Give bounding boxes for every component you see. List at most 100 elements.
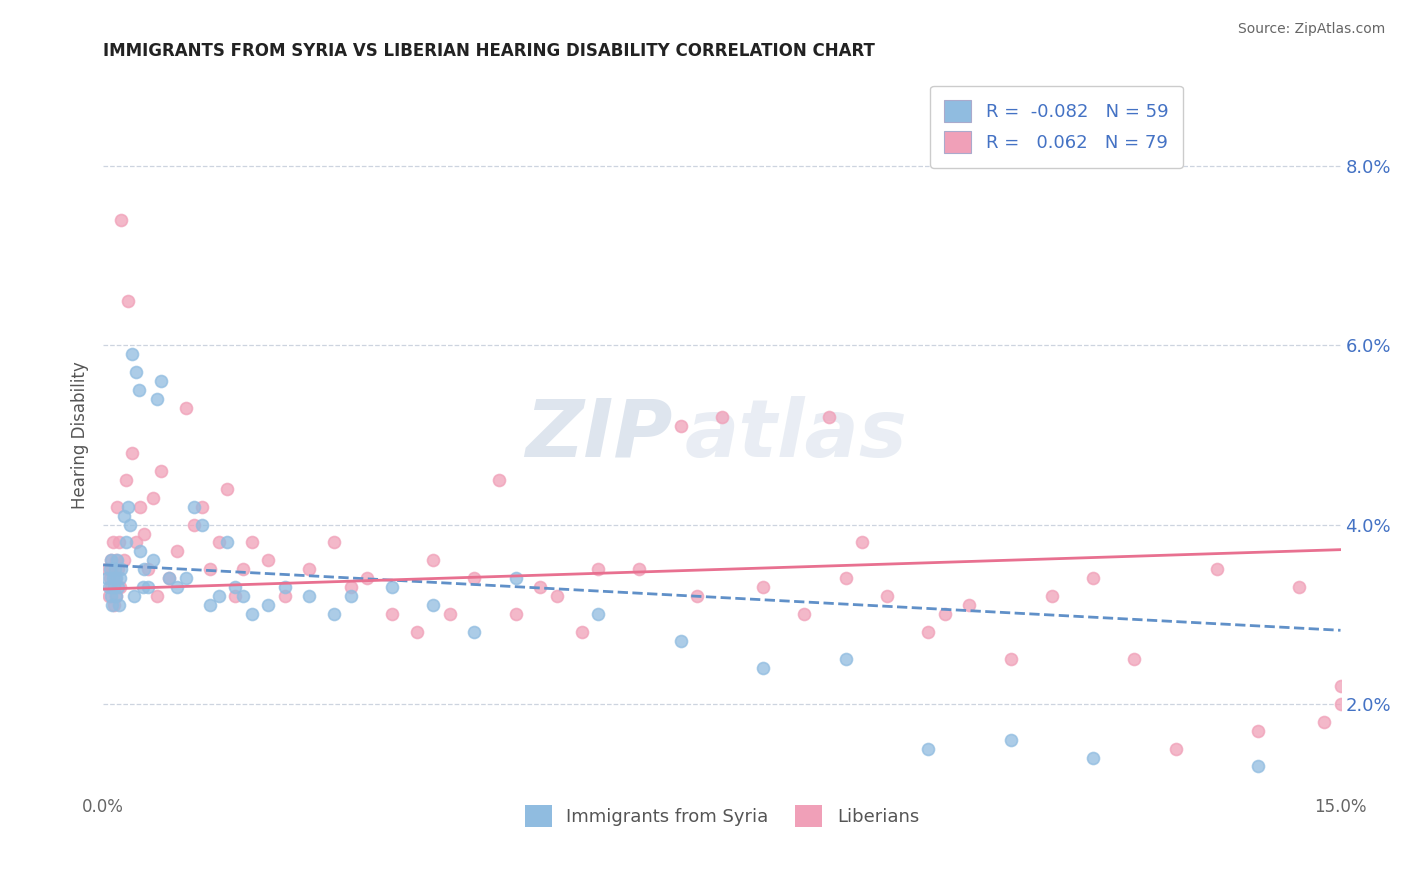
Point bbox=[207, 535, 229, 549]
Point bbox=[752, 661, 775, 675]
Point bbox=[121, 446, 143, 460]
Point bbox=[124, 589, 146, 603]
Point bbox=[200, 562, 222, 576]
Point bbox=[1247, 723, 1270, 738]
Point bbox=[97, 589, 120, 603]
Point bbox=[101, 571, 124, 585]
Point bbox=[851, 535, 873, 549]
Point bbox=[183, 500, 205, 514]
Point bbox=[191, 500, 214, 514]
Point bbox=[112, 508, 135, 523]
Point bbox=[117, 500, 139, 514]
Point bbox=[97, 580, 120, 594]
Point bbox=[100, 589, 122, 603]
Point bbox=[107, 598, 129, 612]
Point bbox=[488, 473, 510, 487]
Point bbox=[957, 598, 980, 612]
Point bbox=[115, 535, 138, 549]
Point bbox=[134, 526, 156, 541]
Point bbox=[273, 589, 295, 603]
Point bbox=[107, 562, 129, 576]
Point bbox=[166, 544, 188, 558]
Point bbox=[934, 607, 956, 622]
Point bbox=[240, 607, 263, 622]
Point bbox=[105, 553, 128, 567]
Point bbox=[232, 589, 254, 603]
Point bbox=[142, 553, 165, 567]
Point bbox=[129, 500, 152, 514]
Point bbox=[834, 652, 856, 666]
Point bbox=[134, 562, 156, 576]
Point bbox=[917, 741, 939, 756]
Point bbox=[1000, 652, 1022, 666]
Point bbox=[232, 562, 254, 576]
Point bbox=[1329, 679, 1351, 693]
Point bbox=[505, 571, 527, 585]
Point bbox=[586, 607, 609, 622]
Point bbox=[917, 625, 939, 640]
Point bbox=[273, 580, 295, 594]
Point bbox=[110, 562, 132, 576]
Point bbox=[686, 589, 709, 603]
Point bbox=[107, 535, 129, 549]
Text: IMMIGRANTS FROM SYRIA VS LIBERIAN HEARING DISABILITY CORRELATION CHART: IMMIGRANTS FROM SYRIA VS LIBERIAN HEARIN… bbox=[103, 42, 875, 60]
Point bbox=[1081, 750, 1104, 764]
Point bbox=[101, 535, 124, 549]
Point bbox=[103, 580, 125, 594]
Y-axis label: Hearing Disability: Hearing Disability bbox=[72, 361, 89, 508]
Point bbox=[339, 589, 361, 603]
Point bbox=[138, 562, 160, 576]
Point bbox=[339, 580, 361, 594]
Point bbox=[157, 571, 180, 585]
Text: Source: ZipAtlas.com: Source: ZipAtlas.com bbox=[1237, 22, 1385, 37]
Point bbox=[628, 562, 651, 576]
Point bbox=[224, 580, 246, 594]
Point bbox=[876, 589, 898, 603]
Point bbox=[105, 553, 128, 567]
Point bbox=[125, 535, 148, 549]
Point bbox=[103, 598, 125, 612]
Point bbox=[98, 571, 121, 585]
Point bbox=[104, 571, 127, 585]
Point bbox=[145, 589, 167, 603]
Point bbox=[505, 607, 527, 622]
Point bbox=[132, 580, 155, 594]
Point bbox=[107, 580, 129, 594]
Point bbox=[129, 544, 152, 558]
Point bbox=[1247, 759, 1270, 773]
Point bbox=[571, 625, 593, 640]
Point bbox=[191, 517, 214, 532]
Text: ZIP: ZIP bbox=[524, 396, 672, 474]
Point bbox=[405, 625, 427, 640]
Point bbox=[818, 410, 841, 425]
Point bbox=[149, 374, 172, 388]
Point bbox=[105, 571, 128, 585]
Point bbox=[215, 482, 238, 496]
Point bbox=[1329, 697, 1351, 711]
Legend: Immigrants from Syria, Liberians: Immigrants from Syria, Liberians bbox=[517, 798, 927, 835]
Point bbox=[125, 365, 148, 379]
Point bbox=[422, 598, 444, 612]
Point bbox=[439, 607, 461, 622]
Point bbox=[669, 419, 692, 434]
Point bbox=[112, 553, 135, 567]
Point bbox=[145, 392, 167, 406]
Point bbox=[298, 589, 321, 603]
Point bbox=[1000, 732, 1022, 747]
Point bbox=[546, 589, 568, 603]
Point bbox=[1040, 589, 1063, 603]
Point bbox=[104, 589, 127, 603]
Point bbox=[200, 598, 222, 612]
Point bbox=[100, 553, 122, 567]
Point bbox=[183, 517, 205, 532]
Point bbox=[381, 607, 404, 622]
Point bbox=[207, 589, 229, 603]
Point bbox=[117, 293, 139, 308]
Point bbox=[157, 571, 180, 585]
Point bbox=[98, 562, 121, 576]
Point bbox=[710, 410, 733, 425]
Point bbox=[381, 580, 404, 594]
Point bbox=[298, 562, 321, 576]
Point bbox=[96, 562, 118, 576]
Point bbox=[463, 625, 485, 640]
